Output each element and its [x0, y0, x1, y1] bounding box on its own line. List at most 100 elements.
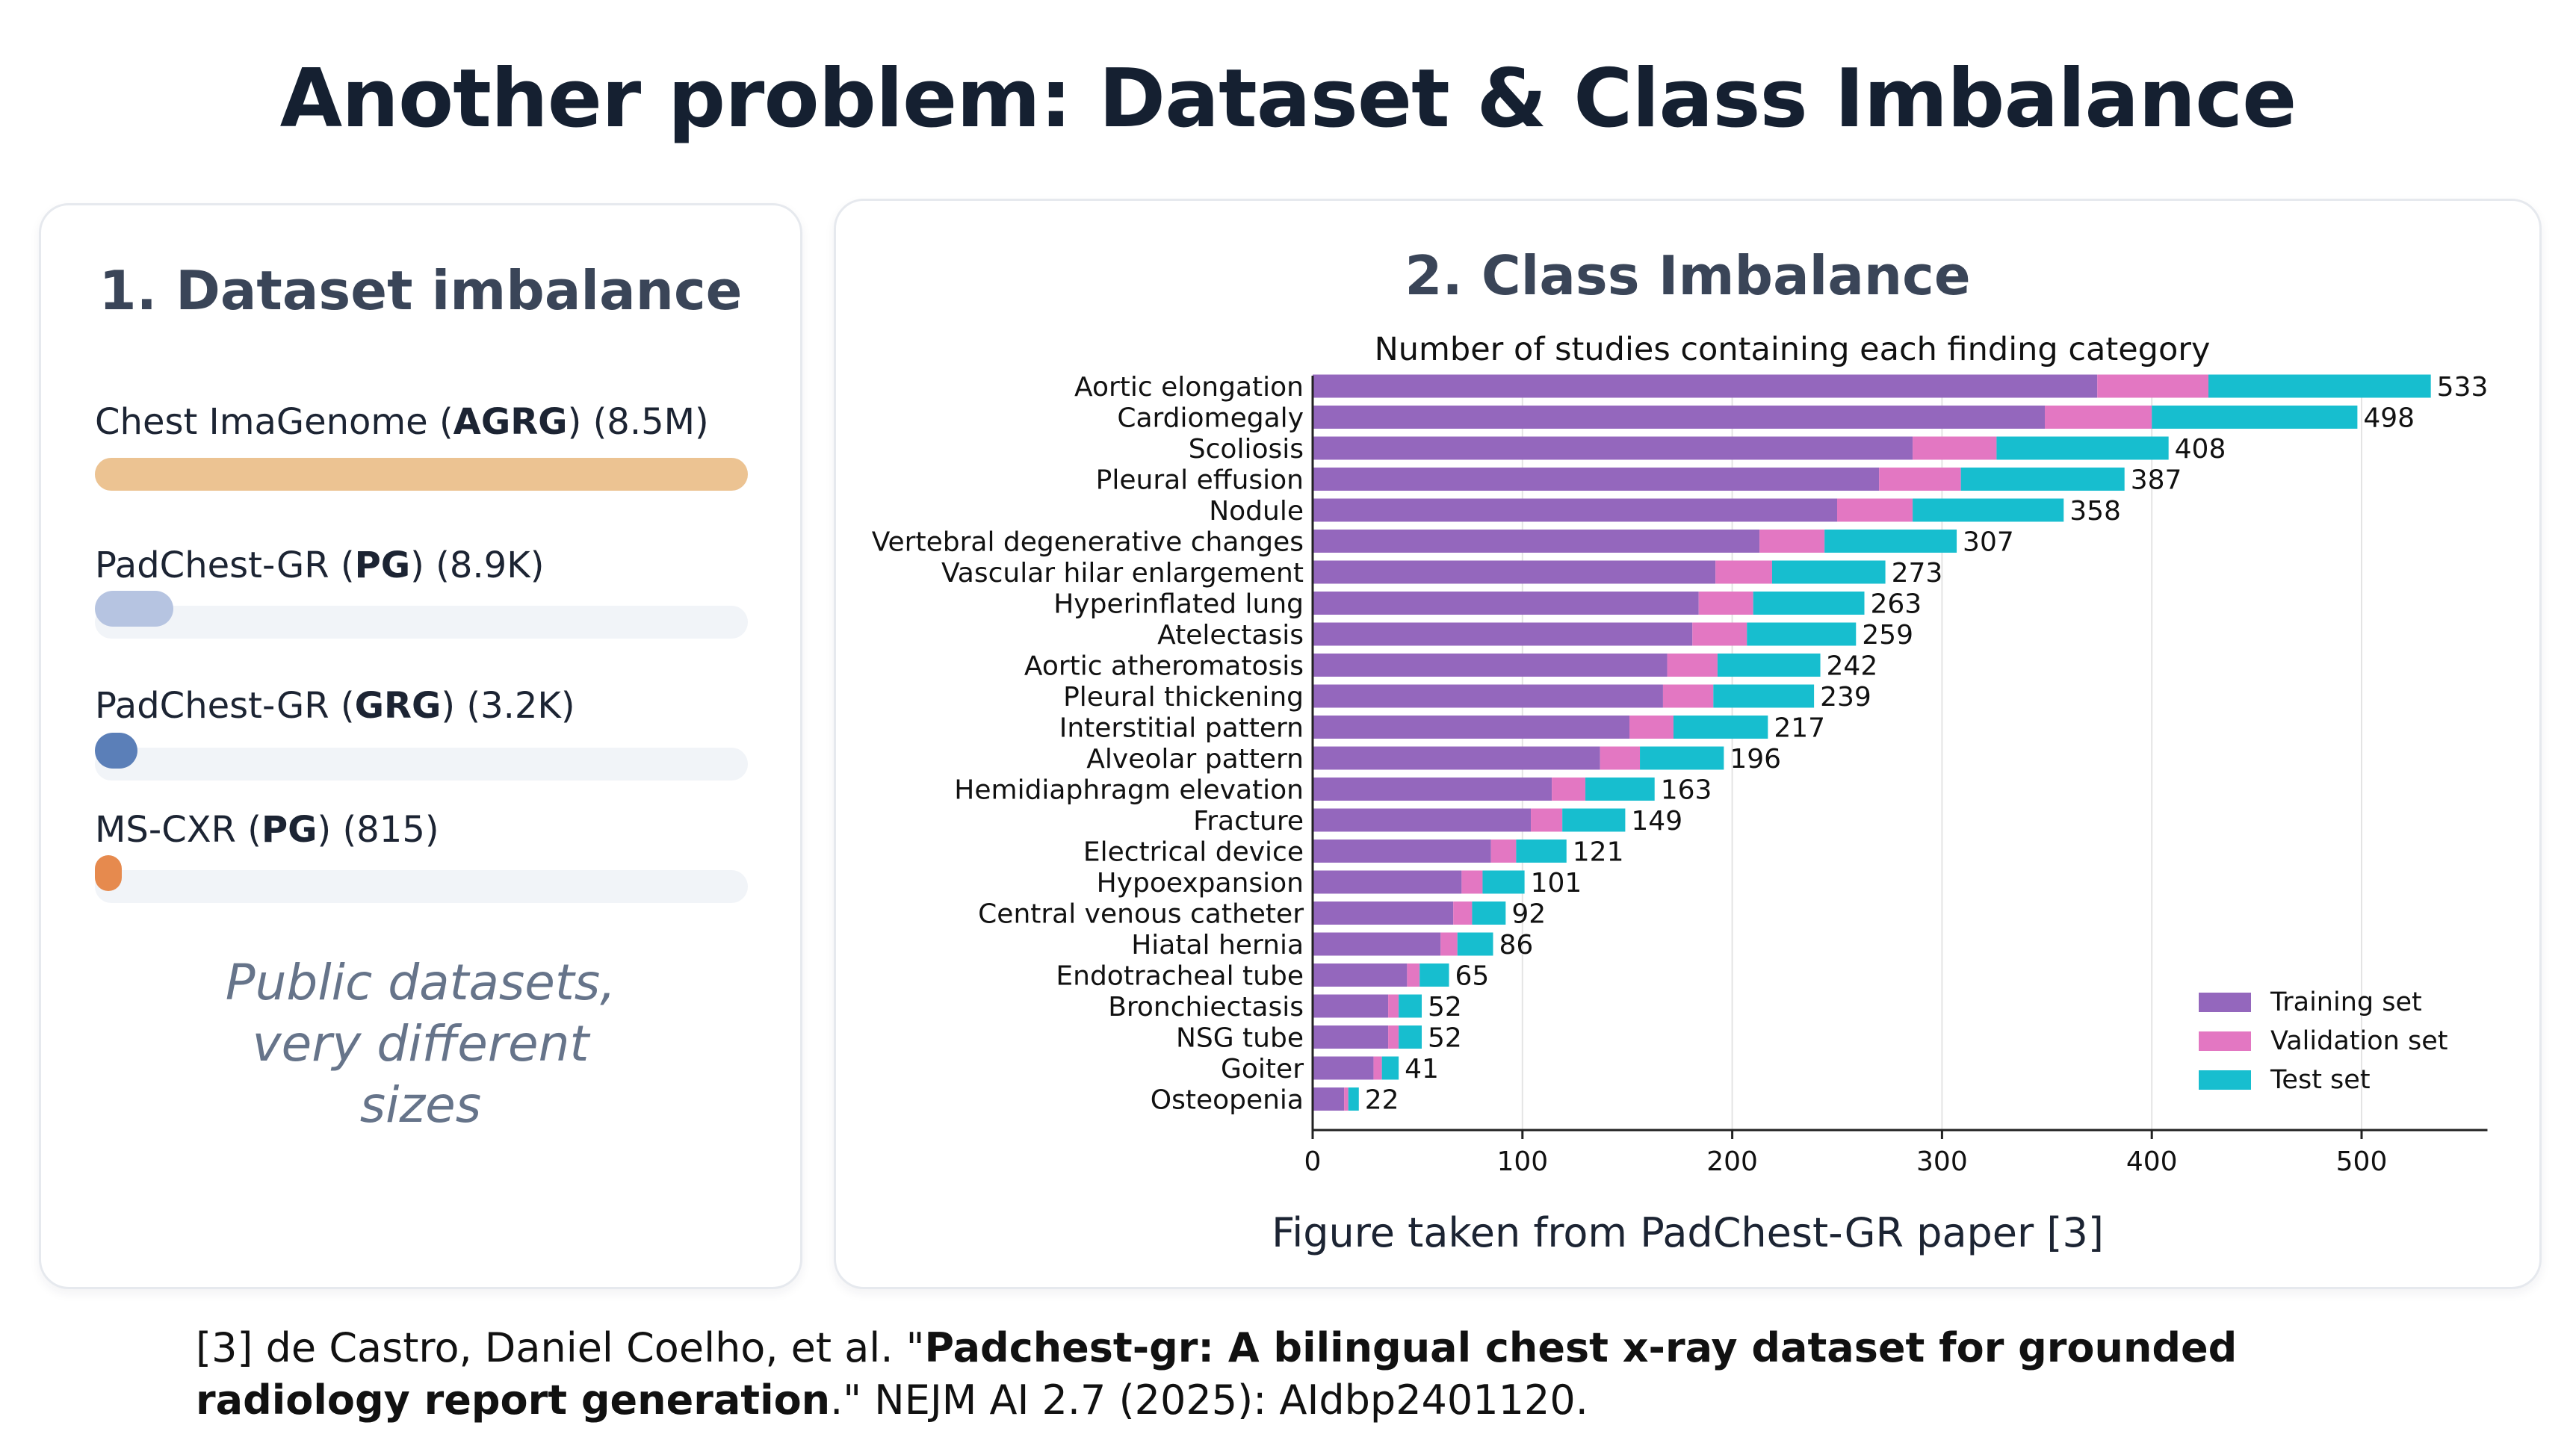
- bar-segment-training-set: [1313, 374, 2098, 398]
- x-tick-label: 300: [1916, 1146, 1968, 1177]
- legend-label: Training set: [2270, 987, 2422, 1017]
- total-label: 86: [1499, 930, 1533, 961]
- category-label: Aortic elongation: [1074, 372, 1304, 403]
- dataset-tag: AGRG: [453, 401, 568, 443]
- bar-segment-training-set: [1313, 778, 1552, 801]
- category-label: Scoliosis: [1189, 434, 1304, 465]
- total-label: 52: [1428, 1023, 1462, 1054]
- chart-title: Number of studies containing each findin…: [1375, 331, 2211, 368]
- bar-segment-validation-set: [1913, 436, 1997, 460]
- bar-segment-test-set: [1516, 840, 1567, 863]
- total-label: 273: [1892, 558, 1943, 589]
- dataset-bar-padchest-grg: [95, 733, 137, 769]
- category-label: Aortic atheromatosis: [1024, 651, 1304, 682]
- dataset-bar-track: [95, 458, 748, 491]
- bar-segment-validation-set: [1698, 592, 1753, 615]
- category-label: Atelectasis: [1157, 620, 1304, 651]
- dataset-bar-track: [95, 855, 748, 903]
- dataset-name: Chest ImaGenome: [95, 401, 428, 443]
- bar-segment-training-set: [1313, 622, 1693, 646]
- total-label: 149: [1631, 806, 1682, 837]
- dataset-name: PadChest-GR: [95, 544, 329, 586]
- reference-suffix: ." NEJM AI 2.7 (2025): AIdbp2401120.: [830, 1377, 1588, 1424]
- bar-segment-training-set: [1313, 530, 1760, 553]
- reference-prefix: [3] de Castro, Daniel Coelho, et al. ": [196, 1324, 925, 1371]
- bar-segment-test-set: [1585, 778, 1655, 801]
- bar-segment-validation-set: [2097, 374, 2209, 398]
- category-label: Hemidiaphragm elevation: [954, 775, 1304, 806]
- bar-segment-validation-set: [1407, 963, 1420, 987]
- bar-segment-validation-set: [1600, 746, 1641, 770]
- bar-segment-validation-set: [1837, 498, 1913, 522]
- reference-title: Padchest-gr: A bilingual chest x-ray dat…: [196, 1324, 2238, 1424]
- total-label: 239: [1820, 682, 1871, 713]
- chart-bars: [1313, 374, 2431, 1111]
- bar-segment-training-set: [1313, 994, 1389, 1018]
- bar-segment-training-set: [1313, 1056, 1374, 1080]
- category-label: Hypoexpansion: [1097, 868, 1304, 899]
- dataset-imbalance-title: 1. Dataset imbalance: [99, 259, 743, 322]
- legend-label: Test set: [2270, 1065, 2371, 1095]
- bar-segment-test-set: [1960, 468, 2125, 491]
- total-label: 533: [2437, 372, 2489, 403]
- bar-segment-test-set: [1457, 932, 1493, 956]
- x-tick-label: 100: [1496, 1146, 1548, 1177]
- bar-segment-validation-set: [1715, 560, 1772, 584]
- bar-segment-training-set: [1313, 468, 1880, 491]
- total-label: 41: [1405, 1054, 1439, 1084]
- bar-segment-test-set: [1399, 1025, 1422, 1049]
- category-label: Nodule: [1209, 496, 1304, 527]
- bar-segment-test-set: [2208, 374, 2431, 398]
- total-label: 92: [1511, 899, 1546, 930]
- category-label: Vascular hilar enlargement: [941, 558, 1304, 589]
- bar-segment-validation-set: [2044, 406, 2152, 429]
- category-label: Hyperinflated lung: [1053, 589, 1304, 620]
- bar-segment-training-set: [1313, 498, 1837, 522]
- dataset-label-padchest-pg: PadChest-GR (PG) (8.9K): [95, 544, 545, 586]
- bar-segment-test-set: [1381, 1056, 1399, 1080]
- bar-segment-test-set: [1348, 1087, 1359, 1111]
- total-label: 217: [1774, 713, 1825, 744]
- bar-segment-test-set: [1824, 530, 1957, 553]
- class-imbalance-chart: Number of studies containing each findin…: [872, 331, 2489, 1177]
- category-label: Endotracheal tube: [1056, 961, 1304, 992]
- legend-label: Validation set: [2270, 1026, 2447, 1056]
- bar-segment-test-set: [1771, 560, 1886, 584]
- bar-segment-training-set: [1313, 932, 1441, 956]
- bar-segment-test-set: [1419, 963, 1449, 987]
- total-label: 163: [1661, 775, 1712, 806]
- legend-swatch: [2199, 1031, 2251, 1051]
- total-label: 22: [1365, 1085, 1399, 1116]
- total-label: 307: [1963, 527, 2014, 558]
- total-label: 408: [2175, 434, 2226, 465]
- bar-segment-test-set: [1640, 746, 1724, 770]
- total-label: 498: [2363, 403, 2415, 434]
- bar-segment-validation-set: [1692, 622, 1747, 646]
- bar-segment-test-set: [1996, 436, 2169, 460]
- total-label: 242: [1827, 651, 1878, 682]
- bar-segment-test-set: [1562, 808, 1626, 832]
- bar-segment-training-set: [1313, 592, 1699, 615]
- category-label: Pleural thickening: [1063, 682, 1304, 713]
- dataset-imbalance-card: 1. Dataset imbalance Chest ImaGenome (AG…: [39, 203, 802, 1289]
- bar-segment-training-set: [1313, 1087, 1345, 1111]
- category-label: Interstitial pattern: [1059, 713, 1304, 744]
- bar-segment-training-set: [1313, 684, 1663, 708]
- bar-segment-test-set: [2152, 406, 2358, 429]
- bar-segment-training-set: [1313, 1025, 1389, 1049]
- total-label: 101: [1531, 868, 1582, 899]
- legend-swatch: [2199, 993, 2251, 1012]
- bar-segment-validation-set: [1759, 530, 1825, 553]
- dataset-tag: PG: [261, 809, 318, 851]
- total-label: 263: [1871, 589, 1922, 620]
- class-imbalance-title: 2. Class Imbalance: [1405, 244, 1971, 307]
- total-label: 65: [1455, 961, 1490, 992]
- reference-citation: [3] de Castro, Daniel Coelho, et al. "Pa…: [196, 1322, 2422, 1427]
- bar-segment-validation-set: [1879, 468, 1961, 491]
- bar-segment-training-set: [1313, 840, 1491, 863]
- dataset-label-padchest-grg: PadChest-GR (GRG) (3.2K): [95, 685, 575, 727]
- bar-segment-validation-set: [1667, 654, 1718, 677]
- dataset-label-ms-cxr: MS-CXR (PG) (815): [95, 809, 439, 851]
- class-imbalance-card: 2. Class Imbalance Number of studies con…: [834, 199, 2542, 1289]
